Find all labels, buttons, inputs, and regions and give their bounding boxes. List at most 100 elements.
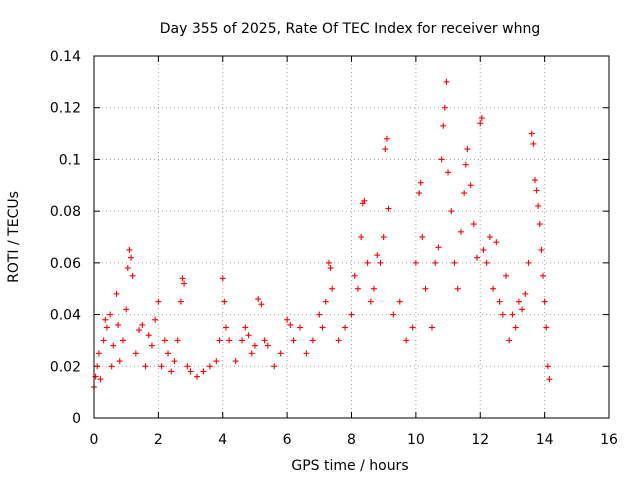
- data-point: [113, 290, 120, 297]
- x-axis-label: GPS time / hours: [291, 458, 408, 474]
- data-point: [438, 156, 445, 163]
- data-points: [91, 78, 553, 390]
- data-point: [535, 202, 542, 209]
- data-point: [287, 321, 294, 328]
- data-point: [382, 146, 389, 153]
- data-point: [396, 298, 403, 305]
- data-point: [142, 363, 149, 370]
- data-point: [139, 321, 146, 328]
- data-point: [124, 265, 131, 272]
- y-tick-label: 0.04: [50, 308, 81, 324]
- data-point: [97, 376, 104, 383]
- data-point: [171, 358, 178, 365]
- data-point: [290, 337, 297, 344]
- data-point: [428, 324, 435, 331]
- data-point: [522, 290, 529, 297]
- data-point: [251, 342, 258, 349]
- data-point: [322, 298, 329, 305]
- x-tick-label: 14: [536, 432, 554, 448]
- data-point: [100, 337, 107, 344]
- data-point: [110, 342, 117, 349]
- data-point: [432, 259, 439, 266]
- data-point: [102, 316, 109, 323]
- chart-title: Day 355 of 2025, Rate Of TEC Index for r…: [160, 21, 540, 37]
- data-point: [380, 234, 387, 240]
- data-point: [503, 272, 509, 279]
- data-point: [412, 259, 419, 266]
- data-point: [416, 190, 423, 197]
- data-point: [441, 104, 448, 111]
- data-point: [536, 221, 543, 228]
- data-point: [480, 246, 487, 253]
- data-point: [271, 363, 278, 370]
- data-point: [165, 350, 172, 357]
- data-point: [544, 363, 551, 370]
- data-point: [277, 350, 284, 357]
- gridlines: [94, 56, 609, 418]
- data-point: [297, 324, 303, 331]
- data-point: [325, 259, 332, 266]
- data-point: [264, 342, 271, 349]
- data-point: [95, 350, 102, 357]
- data-point: [451, 259, 458, 266]
- data-point: [200, 368, 207, 375]
- data-point: [409, 324, 416, 331]
- data-point: [177, 298, 184, 305]
- data-point: [348, 311, 355, 318]
- y-tick-label: 0.14: [50, 49, 81, 65]
- data-point: [261, 337, 268, 344]
- data-point: [403, 337, 410, 344]
- data-point: [385, 205, 392, 212]
- data-point: [474, 254, 481, 261]
- data-point: [226, 337, 233, 344]
- y-axis-label: ROTI / TECUs: [6, 191, 22, 283]
- data-point: [187, 368, 194, 375]
- x-tick-label: 12: [471, 432, 489, 448]
- data-point: [94, 363, 101, 370]
- data-point: [115, 321, 122, 328]
- data-point: [464, 146, 471, 153]
- x-tick-label: 2: [154, 432, 163, 448]
- data-point: [419, 234, 426, 240]
- data-point: [161, 337, 168, 344]
- data-point: [454, 285, 461, 292]
- data-point: [245, 332, 252, 339]
- data-point: [490, 285, 497, 292]
- data-point: [216, 337, 223, 344]
- y-tick-label: 0.12: [50, 101, 81, 117]
- data-point: [239, 337, 246, 344]
- data-point: [358, 234, 365, 240]
- plot-frame: [93, 55, 610, 419]
- data-point: [530, 140, 537, 147]
- data-point: [367, 298, 374, 305]
- y-tick-label: 0.1: [59, 152, 81, 168]
- data-point: [506, 337, 513, 344]
- data-point: [232, 358, 239, 365]
- data-point: [108, 363, 115, 370]
- x-tick-label: 8: [347, 432, 356, 448]
- data-point: [103, 324, 110, 331]
- data-point: [540, 272, 547, 279]
- data-point: [152, 316, 159, 323]
- data-point: [316, 311, 323, 318]
- data-point: [533, 187, 540, 194]
- data-point: [148, 342, 155, 349]
- data-point: [303, 350, 310, 357]
- data-point: [515, 298, 522, 305]
- data-point: [383, 135, 390, 142]
- data-point: [374, 252, 381, 259]
- data-point: [496, 298, 503, 305]
- data-point: [435, 244, 442, 251]
- data-point: [461, 190, 468, 197]
- x-tick-label: 10: [407, 432, 425, 448]
- data-point: [417, 179, 424, 186]
- data-point: [132, 350, 139, 357]
- data-point: [145, 332, 152, 339]
- data-point: [219, 275, 226, 282]
- x-tick-label: 0: [90, 432, 99, 448]
- data-point: [467, 182, 474, 189]
- data-point: [483, 259, 490, 266]
- data-point: [371, 285, 378, 292]
- data-point: [155, 298, 162, 305]
